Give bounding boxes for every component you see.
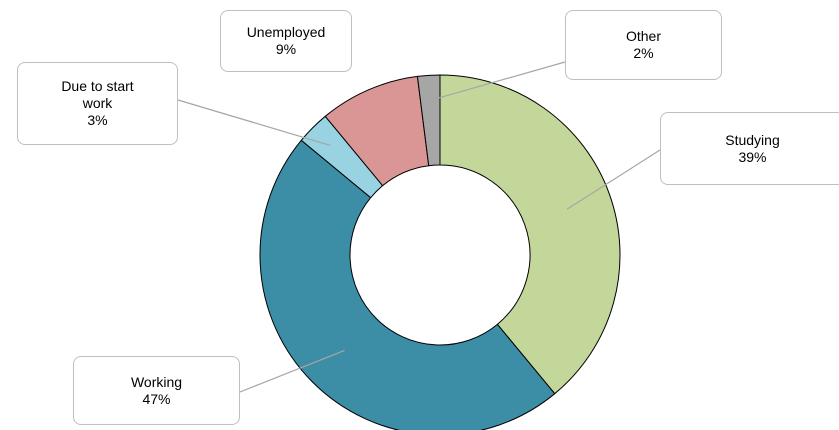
donut-slice bbox=[439, 74, 621, 395]
leader-line bbox=[177, 99, 331, 146]
data-label: Unemployed 9% bbox=[220, 10, 352, 72]
data-label: Due to start work 3% bbox=[17, 62, 178, 145]
category-label: Due to start work bbox=[61, 78, 134, 111]
value-label: 39% bbox=[738, 148, 767, 165]
value-label: 3% bbox=[87, 112, 108, 128]
value-label: 2% bbox=[633, 45, 654, 61]
category-label: Unemployed bbox=[246, 24, 326, 40]
donut-slice bbox=[416, 74, 441, 167]
value-label: 47% bbox=[142, 390, 171, 407]
leader-line bbox=[566, 149, 661, 210]
category-label: Other bbox=[625, 28, 661, 44]
leader-line bbox=[239, 349, 345, 393]
category-label: Studying bbox=[725, 131, 780, 148]
category-label: Working bbox=[130, 373, 183, 390]
data-label: Working 47% bbox=[73, 356, 240, 425]
leader-line bbox=[430, 61, 566, 101]
data-label: Studying 39% bbox=[660, 112, 839, 185]
data-label: Other 2% bbox=[565, 10, 722, 80]
donut-slice bbox=[259, 139, 556, 430]
value-label: 9% bbox=[275, 41, 297, 57]
